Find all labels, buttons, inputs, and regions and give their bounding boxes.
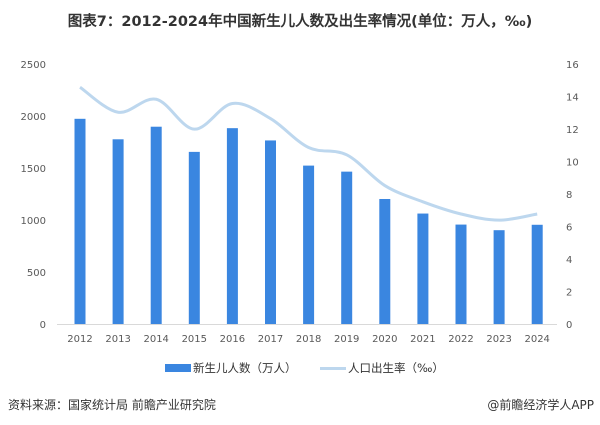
- bar: [74, 118, 86, 324]
- bar: [455, 224, 467, 324]
- rate-line: [79, 85, 538, 222]
- x-tick-label: 2016: [220, 334, 245, 345]
- x-tick-label: 2017: [258, 334, 283, 345]
- legend-swatch-line: [320, 366, 346, 370]
- y-right-tick-label: 14: [566, 93, 579, 104]
- x-tick-label: 2015: [182, 334, 207, 345]
- x-tick-label: 2012: [67, 334, 92, 345]
- bar: [417, 213, 429, 324]
- legend-item-births[interactable]: 新生儿人数（万人）: [165, 360, 297, 376]
- legend-label-rate: 人口出生率（‰）: [348, 361, 444, 375]
- legend-item-rate[interactable]: 人口出生率（‰）: [320, 360, 444, 376]
- bar: [493, 230, 505, 324]
- bar: [379, 198, 391, 324]
- bar: [303, 165, 315, 324]
- bar: [226, 128, 238, 324]
- x-tick-label: 2018: [296, 334, 321, 345]
- bar: [265, 140, 276, 324]
- y-left-tick-label: 2500: [21, 60, 46, 71]
- source-note: 资料来源：国家统计局 前瞻产业研究院: [8, 398, 216, 412]
- y-left-tick-label: 1500: [21, 164, 46, 175]
- y-left-tick-label: 0: [40, 320, 46, 331]
- y-left-tick-label: 2000: [21, 112, 46, 123]
- y-right-tick-label: 0: [566, 320, 572, 331]
- x-tick-label: 2022: [448, 334, 473, 345]
- x-tick-label: 2014: [143, 334, 168, 345]
- y-left-tick-label: 1000: [21, 216, 46, 227]
- bar: [150, 126, 162, 324]
- bar: [112, 139, 124, 324]
- x-tick-label: 2013: [105, 334, 130, 345]
- y-right-tick-label: 8: [566, 190, 572, 201]
- brand-credit: @前瞻经济学人APP: [487, 398, 594, 412]
- x-tick-label: 2024: [524, 334, 549, 345]
- x-tick-label: 2020: [372, 334, 397, 345]
- bar: [341, 171, 353, 324]
- x-tick-label: 2019: [334, 334, 359, 345]
- x-tick-label: 2021: [410, 334, 435, 345]
- legend-swatch-bar: [165, 364, 191, 372]
- bar: [188, 151, 200, 324]
- y-right-tick-label: 4: [566, 255, 572, 266]
- y-right-tick-label: 16: [566, 60, 579, 71]
- y-left-tick-label: 500: [27, 268, 46, 279]
- y-right-tick-label: 10: [566, 158, 579, 169]
- legend-label-births: 新生儿人数（万人）: [193, 361, 297, 375]
- y-right-tick-label: 6: [566, 223, 572, 234]
- x-tick-label: 2023: [486, 334, 511, 345]
- bar: [531, 224, 543, 324]
- y-right-tick-label: 12: [566, 125, 579, 136]
- chart-title: 图表7：2012-2024年中国新生儿人数及出生率情况(单位：万人，‰): [67, 14, 533, 30]
- y-right-tick-label: 2: [566, 288, 572, 299]
